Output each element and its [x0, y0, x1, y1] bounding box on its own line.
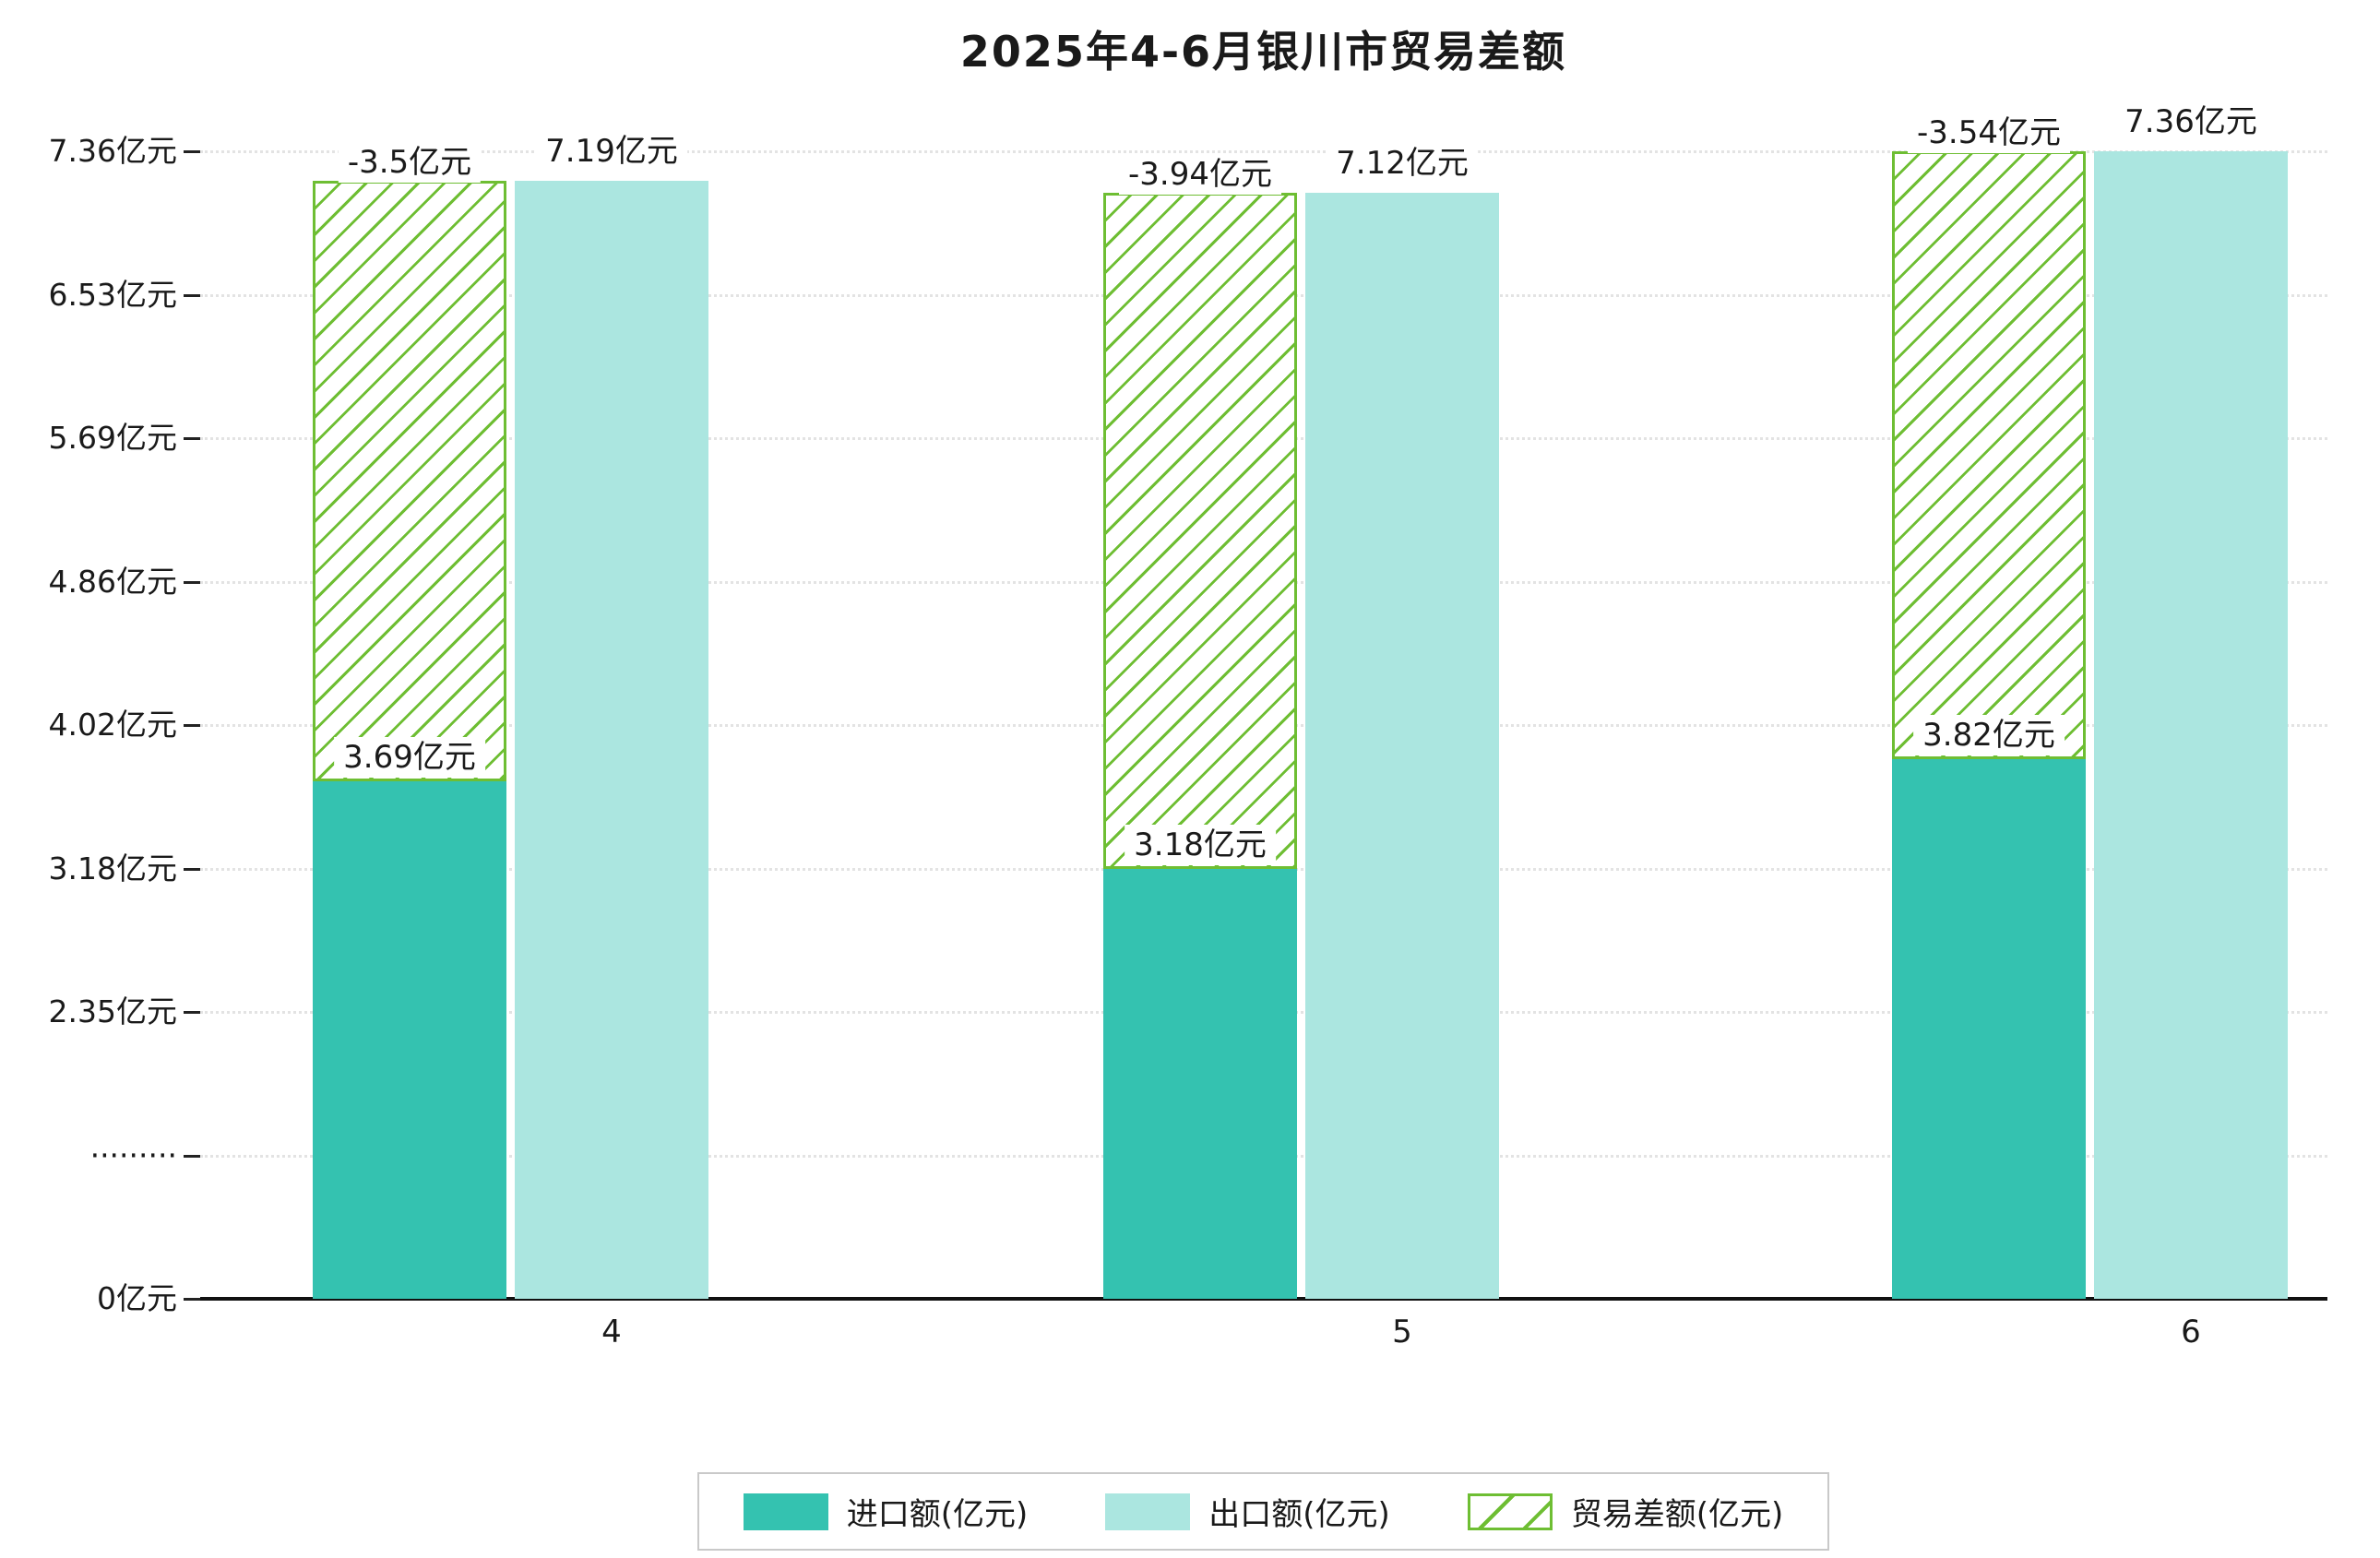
x-axis-line	[200, 1297, 2327, 1301]
y-tick-label: ·········	[89, 1136, 177, 1173]
x-tick-label-5: 5	[1392, 1314, 1412, 1350]
balance-value-label-month-5: -3.94亿元	[1119, 153, 1281, 195]
export-value-label-month-5: 7.12亿元	[1327, 142, 1478, 184]
y-tick-mark	[184, 1298, 200, 1301]
export-bar-month-6	[2094, 151, 2288, 1299]
import-value-label-month-5: 3.18亿元	[1125, 825, 1276, 866]
import-value-label-month-4: 3.69亿元	[334, 737, 485, 779]
import-value-label-month-6: 3.82亿元	[1913, 715, 2065, 756]
legend-label-balance: 贸易差额(亿元)	[1570, 1496, 1784, 1533]
legend-wrap: 进口额(亿元) 出口额(亿元) 贸易差额(亿元)	[200, 1472, 2326, 1551]
legend-swatch-imports-icon	[743, 1493, 828, 1530]
y-tick-mark	[184, 867, 200, 871]
y-tick-label: 0亿元	[97, 1280, 177, 1316]
y-tick-mark	[184, 437, 200, 440]
y-tick-label: 4.02亿元	[48, 707, 177, 743]
y-tick-label: 5.69亿元	[48, 420, 177, 456]
trade-balance-bar-month-5	[1103, 192, 1297, 870]
y-gridline	[200, 150, 2327, 153]
balance-value-label-month-4: -3.5亿元	[338, 141, 482, 183]
legend-item-exports: 出口额(亿元)	[1105, 1489, 1390, 1534]
x-tick-label-6: 6	[2181, 1314, 2201, 1350]
legend-label-exports: 出口额(亿元)	[1208, 1496, 1390, 1533]
y-tick-label: 7.36亿元	[48, 133, 177, 169]
trade-balance-bar-month-4	[313, 180, 506, 782]
legend-label-imports: 进口额(亿元)	[846, 1496, 1029, 1533]
x-tick-label-4: 4	[601, 1314, 622, 1350]
export-bar-month-4	[515, 180, 708, 1299]
y-tick-mark	[184, 1011, 200, 1014]
y-tick-mark	[184, 580, 200, 584]
export-value-label-month-4: 7.19亿元	[536, 130, 687, 172]
y-tick-label: 3.18亿元	[48, 850, 177, 886]
import-bar-month-4	[313, 781, 506, 1299]
y-tick-mark	[184, 724, 200, 727]
trade-balance-bar-month-6	[1892, 151, 2086, 760]
y-tick-label: 6.53亿元	[48, 276, 177, 313]
chart-title: 2025年4-6月银川市贸易差额	[959, 27, 1567, 77]
legend-swatch-exports-icon	[1105, 1493, 1191, 1530]
balance-value-label-month-6: -3.54亿元	[1908, 113, 2070, 153]
y-tick-mark	[184, 150, 200, 153]
legend-item-balance: 贸易差额(亿元)	[1467, 1489, 1784, 1534]
legend-swatch-balance-icon	[1467, 1493, 1553, 1530]
import-bar-month-5	[1103, 869, 1297, 1299]
y-tick-label: 2.35亿元	[48, 993, 177, 1029]
legend: 进口额(亿元) 出口额(亿元) 贸易差额(亿元)	[696, 1472, 1830, 1551]
export-value-label-month-6: 7.36亿元	[2115, 101, 2267, 142]
legend-item-imports: 进口额(亿元)	[743, 1489, 1029, 1534]
chart-title-wrap: 2025年4-6月银川市贸易差额	[200, 18, 2326, 79]
import-bar-month-6	[1892, 759, 2086, 1299]
y-tick-mark	[184, 293, 200, 297]
export-bar-month-5	[1305, 192, 1499, 1299]
y-tick-label: 4.86亿元	[48, 563, 177, 600]
y-tick-mark	[184, 1154, 200, 1158]
